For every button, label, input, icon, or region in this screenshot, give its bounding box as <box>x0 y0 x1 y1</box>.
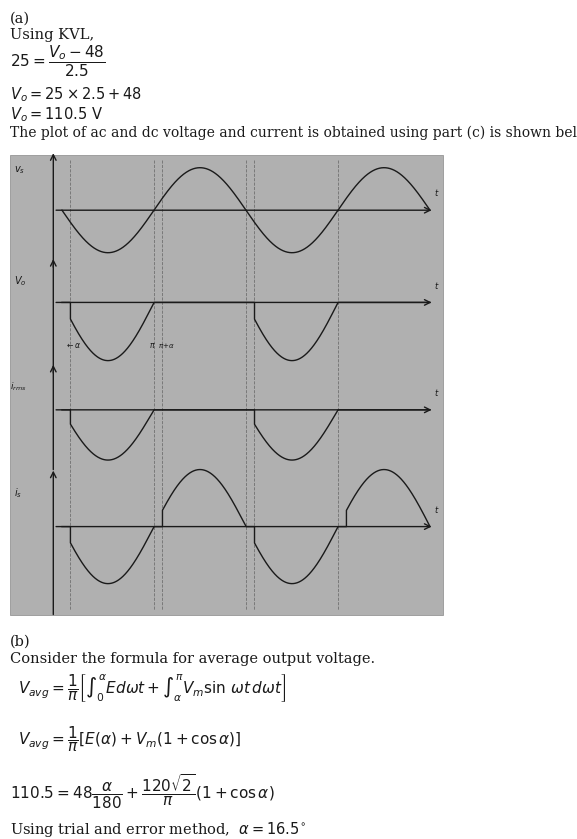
Text: Using KVL,: Using KVL, <box>10 28 94 42</box>
Text: $t$: $t$ <box>434 187 440 198</box>
Text: $t$: $t$ <box>434 387 440 398</box>
Text: $110.5 = 48\dfrac{\alpha}{180} + \dfrac{120\sqrt{2}}{\pi}(1+\cos\alpha)$: $110.5 = 48\dfrac{\alpha}{180} + \dfrac{… <box>10 772 275 810</box>
Text: $V_o = 110.5\ \mathrm{V}$: $V_o = 110.5\ \mathrm{V}$ <box>10 105 103 123</box>
Text: Consider the formula for average output voltage.: Consider the formula for average output … <box>10 652 375 666</box>
Text: $25 = \dfrac{V_o - 48}{2.5}$: $25 = \dfrac{V_o - 48}{2.5}$ <box>10 44 106 80</box>
Bar <box>10 155 443 615</box>
Text: $i_s$: $i_s$ <box>14 486 23 500</box>
Text: (a): (a) <box>10 12 30 26</box>
Text: $V_o$: $V_o$ <box>14 274 27 289</box>
Text: $V_{avg} = \dfrac{1}{\pi}\left[E(\alpha) + V_m(1+\cos\alpha)\right]$: $V_{avg} = \dfrac{1}{\pi}\left[E(\alpha)… <box>18 724 242 753</box>
Text: $i_{rms}$: $i_{rms}$ <box>10 380 27 393</box>
Text: Using trial and error method,  $\alpha = 16.5^{\circ}$: Using trial and error method, $\alpha = … <box>10 820 306 839</box>
Text: $V_{avg} = \dfrac{1}{\pi}\left[\int_0^{\alpha} Ed\omega t + \int_{\alpha}^{\pi} : $V_{avg} = \dfrac{1}{\pi}\left[\int_0^{\… <box>18 672 286 704</box>
Text: $V_o = 25 \times 2.5 + 48$: $V_o = 25 \times 2.5 + 48$ <box>10 85 142 104</box>
Text: $v_s$: $v_s$ <box>14 164 25 176</box>
Text: $\pi$: $\pi$ <box>149 341 156 350</box>
Text: $t$: $t$ <box>434 279 440 290</box>
Text: The plot of ac and dc voltage and current is obtained using part (c) is shown be: The plot of ac and dc voltage and curren… <box>10 126 577 140</box>
Text: $t$: $t$ <box>434 503 440 515</box>
Text: (b): (b) <box>10 635 31 649</box>
Text: $\leftarrow\alpha$: $\leftarrow\alpha$ <box>65 341 81 350</box>
Text: $\pi\!+\!\alpha$: $\pi\!+\!\alpha$ <box>158 341 175 350</box>
